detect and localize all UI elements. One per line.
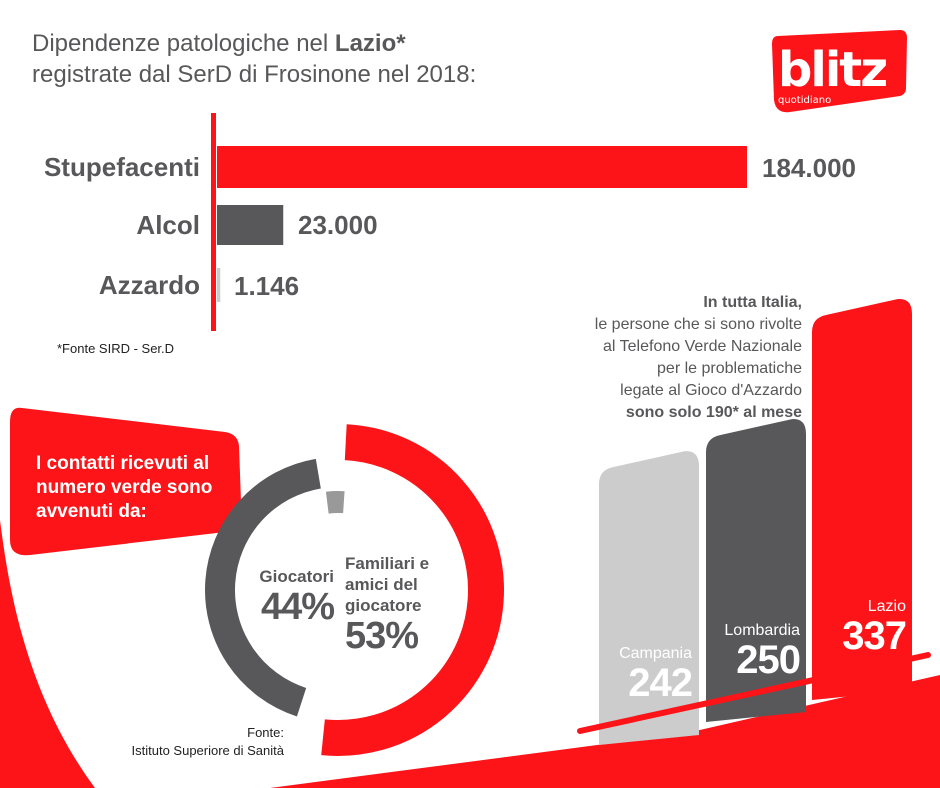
note-line5: legate al Gioco d'Azzardo <box>620 382 802 399</box>
region-value-lazio: 337 <box>842 614 907 658</box>
slice-label-familiari: Familiari e amici del giocatore <box>345 554 430 615</box>
horizontal-bar-chart <box>211 113 747 331</box>
slice-other <box>325 491 345 514</box>
region-group-campania: Campania 242 <box>592 645 693 705</box>
donut-chart <box>205 424 504 756</box>
region-bar-chart <box>599 298 912 745</box>
bar-alcol <box>217 205 284 245</box>
bottom-right-red-block <box>560 675 940 788</box>
slice-group-giocatori: Giocatori 44% <box>236 566 335 628</box>
region-label-lazio: Lazio <box>867 598 906 615</box>
note-line6: sono solo 190* al mese <box>625 404 802 421</box>
slice-group-familiari: Familiari e amici del giocatore 53% <box>345 553 457 656</box>
note-line4: per le problematiche <box>657 360 802 377</box>
bar-label-stupefacenti: Stupefacenti <box>43 152 200 182</box>
region-label-campania: Campania <box>619 645 692 662</box>
svg-text:blitz: blitz <box>778 42 886 98</box>
region-value-campania: 242 <box>628 661 693 705</box>
page-title: Dipendenze patologiche nel Lazio* regist… <box>32 28 476 90</box>
source-sird: *Fonte SIRD - Ser.D <box>57 341 175 356</box>
bar-value-stupefacenti: 184.000 <box>762 153 856 183</box>
donut-source: Fonte: Istituto Superiore di Sanità <box>100 724 284 760</box>
source-iss: Istituto Superiore di Sanità <box>131 743 284 758</box>
title-line2: registrate dal SerD di Frosinone nel 201… <box>32 61 477 88</box>
bar-label-alcol: Alcol <box>136 210 200 240</box>
bar-value-azzardo: 1.146 <box>234 271 300 301</box>
region-bar-lazio <box>812 298 912 700</box>
italy-note: In tutta Italia, le persone che si sono … <box>500 292 802 424</box>
slice-label-giocatori: Giocatori <box>259 567 334 586</box>
title-line1: Dipendenze patologiche nel <box>32 30 335 57</box>
bar-axis <box>211 113 216 331</box>
region-value-lombardia: 250 <box>736 638 801 682</box>
region-bar-campania <box>599 451 699 745</box>
region-label-lombardia: Lombardia <box>724 622 800 639</box>
source-label: Fonte: <box>247 725 284 740</box>
callout-box <box>10 407 242 556</box>
bar-azzardo <box>217 268 221 302</box>
note-line3: al Telefono Verde Nazionale <box>603 338 802 355</box>
donut-title: I contatti ricevuti al numero verde sono… <box>36 453 213 522</box>
bar-value-alcol: 23.000 <box>298 210 378 240</box>
note-line2: le persone che si sono rivolte <box>594 316 802 333</box>
svg-text:quotidiano: quotidiano <box>778 95 831 106</box>
slice-value-familiari: 53% <box>345 615 419 657</box>
slice-giocatori <box>205 458 322 717</box>
title-region: Lazio* <box>334 30 406 57</box>
region-bar-lombardia <box>706 419 806 722</box>
bar-label-azzardo: Azzardo <box>98 270 200 300</box>
left-red-swoosh <box>0 520 95 788</box>
slice-value-giocatori: 44% <box>260 586 335 628</box>
region-group-lombardia: Lombardia 250 <box>700 622 801 682</box>
blitz-logo: blitz quotidiano <box>770 28 910 113</box>
bar-stupefacenti <box>217 146 747 188</box>
region-group-lazio: Lazio 337 <box>806 598 907 658</box>
region-baseline <box>577 652 931 734</box>
slice-familiari <box>321 424 504 756</box>
note-line1: In tutta Italia, <box>703 294 802 311</box>
